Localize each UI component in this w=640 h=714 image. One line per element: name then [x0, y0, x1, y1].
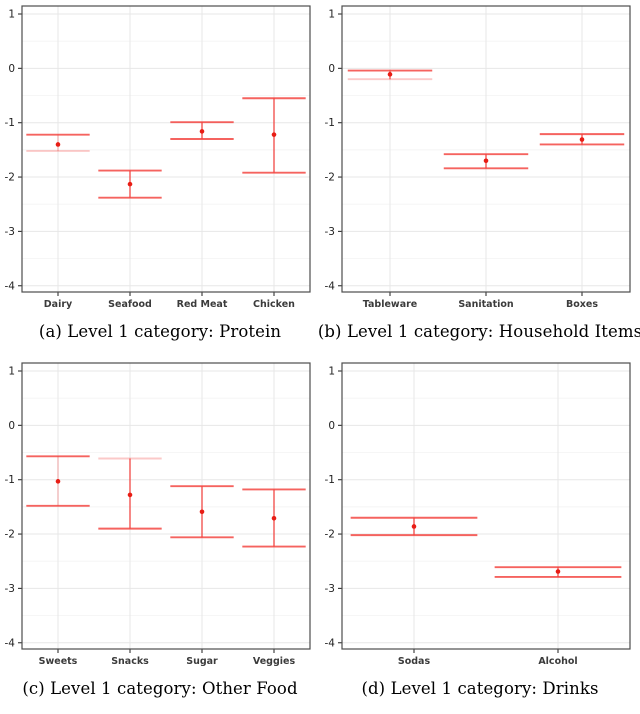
- point-estimate: [55, 142, 61, 147]
- y-tick-label: -3: [5, 583, 15, 595]
- point-estimate: [411, 524, 417, 529]
- y-tick-label: -2: [325, 529, 335, 541]
- x-category-label: Sweets: [39, 656, 78, 667]
- y-tick-label: -3: [325, 583, 335, 595]
- panel-border: [341, 362, 631, 650]
- point-estimate: [387, 72, 393, 77]
- point-estimate: [579, 137, 585, 142]
- panel-border: [21, 362, 311, 650]
- y-tick-label: -2: [5, 172, 15, 184]
- x-category-label: Sodas: [398, 656, 431, 667]
- point-estimate: [127, 492, 133, 498]
- y-tick-label: 1: [8, 366, 15, 378]
- y-tick-label: -4: [325, 637, 336, 649]
- point-estimate: [271, 132, 277, 137]
- y-tick-label: -2: [5, 529, 15, 541]
- panel-background: [342, 363, 630, 649]
- x-category-label: Sanitation: [458, 299, 514, 310]
- x-category-label: Snacks: [111, 656, 149, 667]
- x-category-label: Tableware: [363, 299, 417, 310]
- y-tick-label: -4: [5, 637, 16, 649]
- panel-household-items: 1 0 -1 -2 -3 -4 Tableware Sanitation Boxes (b) L…: [317, 0, 640, 357]
- y-tick-label: -3: [5, 226, 15, 238]
- y-tick-label: -1: [5, 117, 15, 129]
- x-category-label: Sugar: [186, 656, 218, 667]
- y-tick-label: -1: [325, 117, 335, 129]
- y-tick-label: -1: [5, 474, 15, 486]
- caption-protein: (a) Level 1 category: Protein: [38, 322, 282, 341]
- y-tick-label: 0: [328, 420, 335, 432]
- x-category-label: Red Meat: [177, 299, 228, 310]
- y-tick-label: 0: [8, 420, 15, 432]
- y-tick-label: 1: [328, 366, 335, 378]
- point-estimate: [55, 479, 61, 484]
- y-tick-label: 0: [328, 63, 335, 75]
- x-category-label: Dairy: [44, 299, 73, 310]
- chart-protein: 1 0 -1 -2 -3 -4 Dairy Seafood Red Meat Chicken: [5, 5, 311, 310]
- panel-background: [22, 6, 310, 292]
- caption-household-items: (b) Level 1 category: Household Items: [317, 322, 640, 341]
- chart-drinks: 1 0 -1 -2 -3 -4 Sodas Alcohol: [325, 362, 631, 667]
- x-category-label: Chicken: [253, 299, 295, 310]
- y-tick-label: 1: [8, 9, 15, 21]
- point-estimate: [271, 515, 277, 521]
- x-category-label: Alcohol: [538, 656, 577, 667]
- panel-protein: 1 0 -1 -2 -3 -4 Dairy Seafood Red Meat Chicken (a…: [0, 0, 320, 357]
- y-tick-label: -1: [325, 474, 335, 486]
- point-estimate: [127, 181, 133, 187]
- point-estimate: [199, 129, 205, 134]
- panel-border: [21, 5, 311, 293]
- point-estimate: [555, 569, 561, 574]
- y-tick-label: -3: [325, 226, 335, 238]
- x-category-label: Veggies: [253, 656, 296, 667]
- panel-border: [341, 5, 631, 293]
- caption-other-food: (c) Level 1 category: Other Food: [22, 679, 298, 698]
- y-tick-label: 0: [8, 63, 15, 75]
- point-estimate: [483, 158, 489, 164]
- x-category-label: Boxes: [566, 299, 598, 310]
- chart-other-food: 1 0 -1 -2 -3 -4 Sweets Snacks Sugar Veggies: [5, 362, 311, 667]
- x-category-label: Seafood: [108, 299, 152, 310]
- y-tick-label: -2: [325, 172, 335, 184]
- panel-drinks: 1 0 -1 -2 -3 -4 Sodas Alcohol (d) Level 1 categ…: [320, 357, 640, 714]
- panel-other-food: 1 0 -1 -2 -3 -4 Sweets Snacks Sugar Veggies (c) L…: [0, 357, 320, 714]
- y-tick-label: 1: [328, 9, 335, 21]
- chart-household-items: 1 0 -1 -2 -3 -4 Tableware Sanitation Boxes: [325, 5, 631, 310]
- y-tick-label: -4: [325, 280, 336, 292]
- point-estimate: [199, 509, 205, 515]
- caption-drinks: (d) Level 1 category: Drinks: [361, 679, 599, 698]
- y-tick-label: -4: [5, 280, 16, 292]
